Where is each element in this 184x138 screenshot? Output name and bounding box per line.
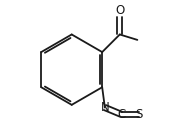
Text: S: S [135, 108, 142, 121]
Text: O: O [115, 4, 124, 17]
Text: C: C [117, 108, 125, 121]
Text: N: N [100, 101, 109, 114]
